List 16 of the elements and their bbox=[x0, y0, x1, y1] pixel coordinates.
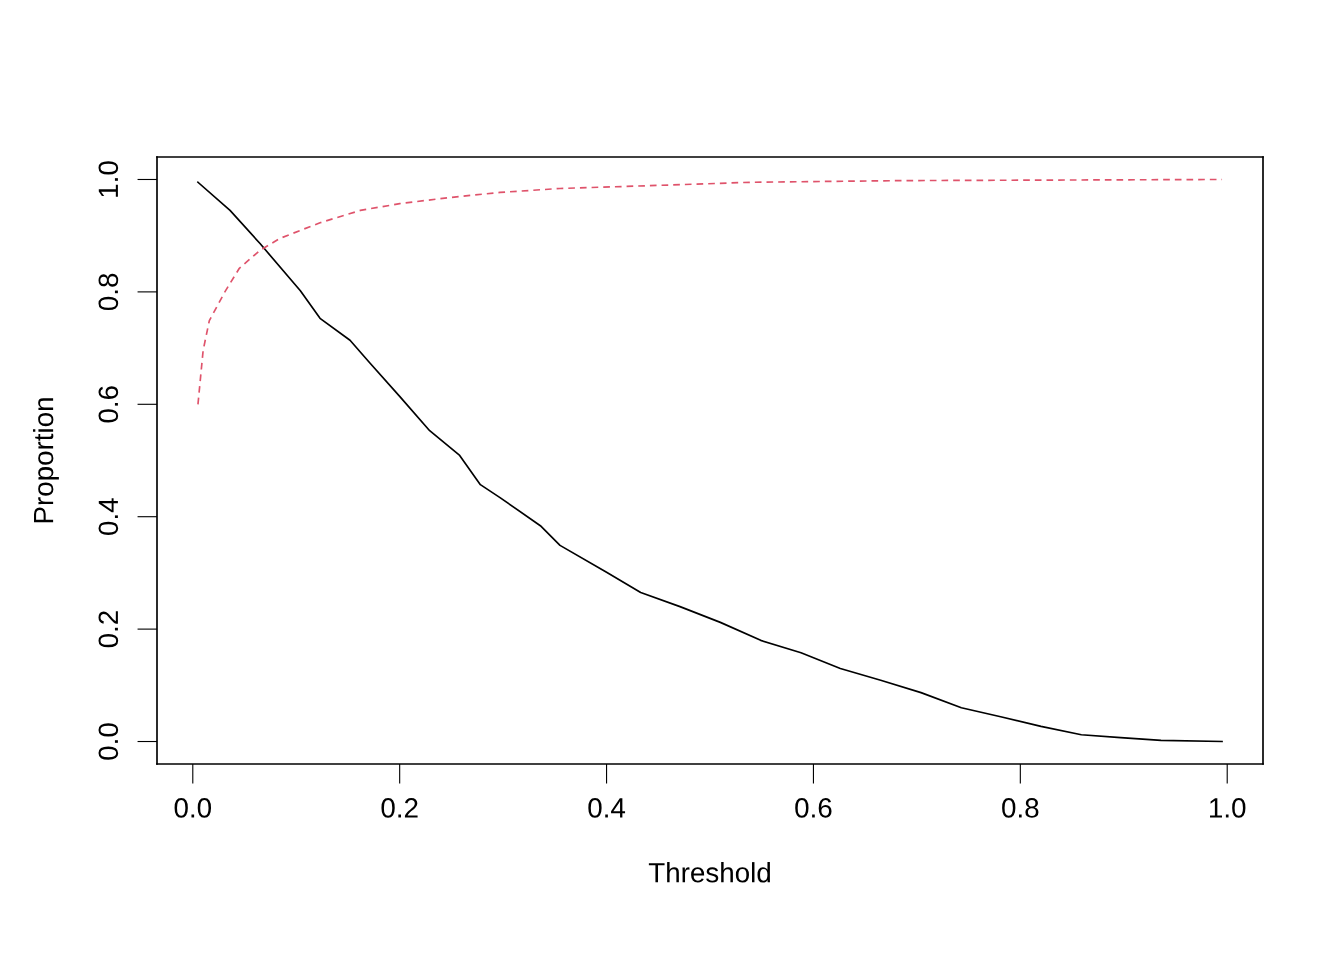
y-tick-label: 0.2 bbox=[98, 611, 119, 648]
x-tick-label: 0.6 bbox=[795, 798, 832, 818]
x-tick-label: 1.0 bbox=[1210, 798, 1246, 818]
line-series bbox=[197, 178, 1223, 406]
y-tick-label: 0.0 bbox=[98, 723, 119, 760]
line-series bbox=[197, 181, 1223, 743]
x-tick-label: 0.0 bbox=[174, 798, 212, 818]
x-tick-label: 0.2 bbox=[381, 798, 418, 818]
y-tick-label: 0.8 bbox=[98, 273, 119, 311]
x-tick-label: 0.4 bbox=[588, 798, 626, 818]
y-tick-label: 0.4 bbox=[98, 498, 119, 535]
y-tick-label: 1.0 bbox=[98, 161, 119, 197]
x-tick-label: 0.8 bbox=[1002, 798, 1039, 818]
y-tick-label: 0.6 bbox=[98, 386, 119, 423]
y-axis-title: Proportion bbox=[32, 398, 59, 523]
x-axis-title: Threshold bbox=[648, 862, 770, 883]
